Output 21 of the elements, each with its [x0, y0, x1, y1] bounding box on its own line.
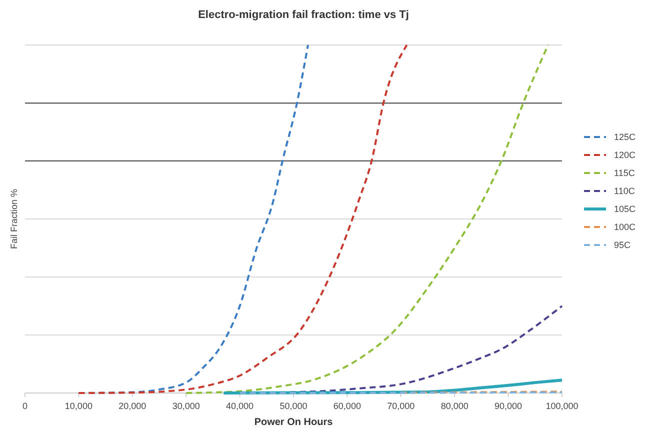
x-tick-label: 50,000 — [280, 401, 308, 411]
chart-title: Electro-migration fail fraction: time vs Tj — [198, 9, 409, 21]
x-tick-label: 0 — [22, 401, 28, 411]
x-tick-label: 10,000 — [64, 401, 92, 411]
legend-label: 100C — [614, 222, 636, 232]
legend-label: 125C — [614, 132, 636, 142]
legend-label: 110C — [614, 186, 636, 196]
legend-label: 120C — [614, 150, 636, 160]
legend-label: 115C — [614, 168, 636, 178]
x-tick-label: 70,000 — [387, 401, 415, 411]
x-tick-label: 90,000 — [494, 401, 522, 411]
x-tick-label: 80,000 — [440, 401, 468, 411]
x-tick-label: 20,000 — [118, 401, 146, 411]
x-tick-label: 30,000 — [172, 401, 200, 411]
x-tick-label: 60,000 — [333, 401, 361, 411]
legend-label: 95C — [614, 240, 632, 250]
legend-label: 105C — [614, 204, 636, 214]
y-axis-title: Fail Fraction % — [9, 188, 19, 250]
x-tick-label: 100,000 — [546, 401, 578, 411]
x-axis-title: Power On Hours — [254, 417, 334, 428]
x-tick-label: 40,000 — [226, 401, 254, 411]
